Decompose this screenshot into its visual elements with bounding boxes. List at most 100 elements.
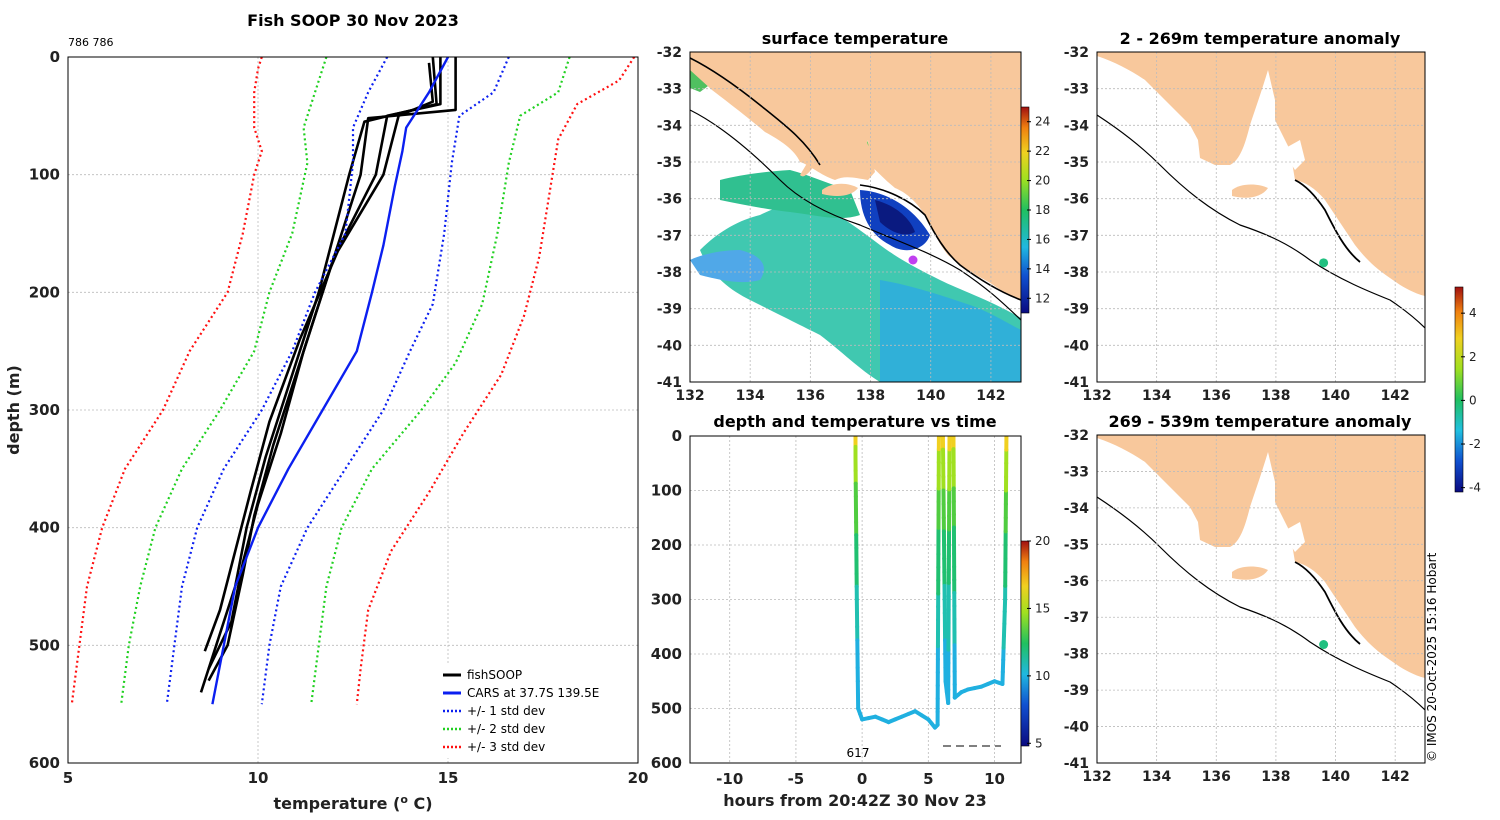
map-ytick: -39	[1064, 302, 1089, 318]
colorbar-tick-label: 20	[1035, 174, 1050, 188]
map-ytick: -39	[1064, 683, 1089, 699]
map-ytick: -34	[1064, 501, 1090, 517]
profile-legend: fishSOOP CARS at 37.7S 139.5E +/- 1 std …	[436, 663, 626, 758]
anomaly1-location-marker	[1319, 258, 1329, 268]
map-ytick: -37	[657, 228, 682, 244]
profile-xlabel: temperature (o C)	[273, 793, 432, 813]
std2-line	[120, 57, 328, 705]
map-ytick: -37	[1064, 228, 1089, 244]
legend-label-std3: +/- 3 std dev	[467, 740, 545, 754]
legend-label-cars: CARS at 37.7S 139.5E	[467, 686, 599, 700]
map-ytick: -34	[657, 118, 683, 134]
anomaly2-coastline	[1294, 561, 1361, 645]
timeseries-colorbar	[1020, 540, 1030, 747]
map-xtick: 136	[1202, 769, 1231, 785]
timeseries-annotation: 617	[847, 746, 870, 760]
map-xtick: 140	[1321, 769, 1350, 785]
colorbar-tick-label: -2	[1469, 437, 1481, 451]
sst-map-content	[690, 52, 1021, 382]
profile-xtick: 20	[628, 769, 649, 787]
sst-title: surface temperature	[762, 29, 949, 48]
profile-axes-frame	[67, 56, 639, 764]
anomaly1-ticks: 132 134 136 138 140 142 -32 -33 -34 -35 -36 -37 -38 -…	[1064, 45, 1410, 404]
map-xtick: 136	[1202, 388, 1231, 404]
sst-map-panel: surface temperature 132 134 136 138 140 142 -3…	[657, 29, 1051, 404]
profile-xtick: 15	[438, 769, 459, 787]
anomaly1-land-kangaroo-island	[1232, 184, 1268, 198]
profile-grid	[68, 57, 638, 763]
timeseries-panel: depth and temperature vs time -10 -5 0 5 100…	[651, 412, 1051, 810]
legend-label-std2: +/- 2 std dev	[467, 722, 545, 736]
map-ytick: -40	[1064, 338, 1090, 354]
sst-field-gulf	[720, 170, 860, 219]
timeseries-ytick: 300	[651, 591, 682, 609]
profile-ytick: 400	[29, 519, 60, 537]
std2-line	[310, 57, 571, 705]
colorbar-tick-label: 14	[1035, 262, 1050, 276]
map-ytick: -32	[657, 45, 682, 61]
legend-label-fishsoop: fishSOOP	[467, 668, 522, 682]
map-ytick: -35	[1064, 155, 1089, 171]
anomaly1-land-australia	[1097, 52, 1425, 296]
colorbar-tick-label: 22	[1035, 144, 1050, 158]
profile-title: Fish SOOP 30 Nov 2023	[247, 11, 459, 30]
map-xtick: 142	[1381, 388, 1410, 404]
map-ytick: -36	[657, 192, 682, 208]
colorbar-tick-label: 2	[1469, 350, 1477, 364]
anomaly1-map-content	[1097, 52, 1425, 382]
timeseries-colorbar-ticks: 5 10 15 20	[1027, 534, 1050, 750]
anomaly-colorbar	[1454, 286, 1464, 493]
sst-field-west	[690, 250, 764, 283]
map-xtick: 138	[1261, 388, 1290, 404]
timeseries-xtick: 10	[984, 770, 1005, 788]
profile-ytick: 200	[29, 283, 60, 301]
map-ytick: -32	[1064, 45, 1089, 61]
anomaly2-land-kangaroo-island	[1232, 566, 1268, 580]
profile-panel: Fish SOOP 30 Nov 2023 786 786 5 10 15 20010…	[4, 11, 648, 813]
map-xtick: 132	[1082, 769, 1111, 785]
map-ytick: -34	[1064, 118, 1090, 134]
colorbar-tick-label: -4	[1469, 481, 1481, 495]
sst-grid	[689, 52, 1021, 382]
profile-lines	[70, 57, 636, 705]
timeseries-xtick: 5	[923, 770, 933, 788]
sst-coastline-west	[690, 57, 821, 166]
map-xtick: 132	[1082, 388, 1111, 404]
map-ytick: -40	[1064, 720, 1090, 736]
map-ytick: -38	[657, 265, 682, 281]
anomaly2-location-marker	[1319, 640, 1329, 650]
legend-label-std1: +/- 1 std dev	[467, 704, 545, 718]
map-ytick: -33	[1064, 464, 1089, 480]
map-xtick: 140	[916, 388, 945, 404]
map-xtick: 140	[1321, 388, 1350, 404]
profile-ytick: 0	[50, 48, 60, 66]
map-ytick: -37	[1064, 610, 1089, 626]
map-ytick: -39	[657, 302, 682, 318]
anomaly2-axes-frame	[1096, 434, 1426, 764]
colorbar-tick-label: 24	[1035, 115, 1050, 129]
sst-cold-core	[875, 200, 915, 235]
map-xtick: 132	[675, 388, 704, 404]
timeseries-ytick: 500	[651, 700, 682, 718]
map-xtick: 134	[1142, 388, 1171, 404]
profile-ytick: 600	[29, 754, 60, 772]
std1-line	[165, 57, 389, 705]
std3-line	[355, 57, 636, 705]
colorbar-tick-label: 18	[1035, 203, 1050, 217]
colorbar-tick-label: 5	[1035, 736, 1043, 750]
map-ytick: -33	[657, 82, 682, 98]
profile-ytick: 500	[29, 636, 60, 654]
sst-vessel-marker	[908, 255, 918, 265]
map-ytick: -33	[1064, 82, 1089, 98]
map-xtick: 142	[1381, 769, 1410, 785]
timeseries-lines	[853, 436, 1009, 730]
map-ytick: -40	[657, 338, 683, 354]
profile-xtick: 10	[248, 769, 269, 787]
anomaly2-gulf-water	[1282, 522, 1305, 552]
fishsoop-profile-line	[207, 57, 457, 682]
timeseries-xtick: -5	[788, 770, 805, 788]
sst-shelf-contour	[690, 109, 1021, 321]
timeseries-xtick: -10	[716, 770, 743, 788]
timeseries-ytick: 200	[651, 536, 682, 554]
